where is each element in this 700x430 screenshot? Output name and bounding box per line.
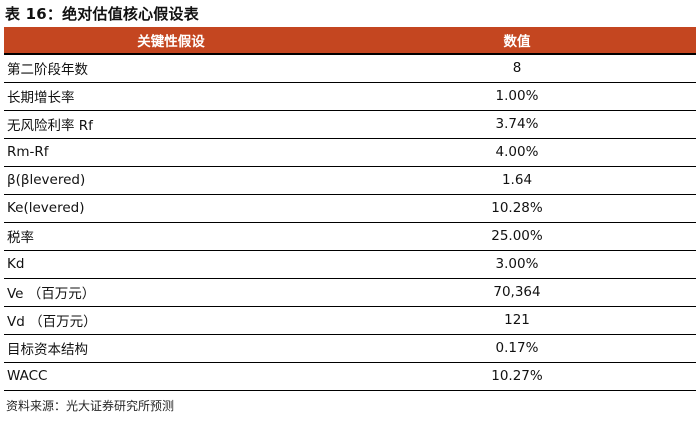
assumption-value: 10.27% xyxy=(338,362,696,391)
assumption-value: 3.74% xyxy=(338,110,696,139)
assumption-label: 无风险利率 Rf xyxy=(4,110,338,139)
table-header-row: 关键性假设 数值 xyxy=(4,27,696,55)
table-body: 第二阶段年数 8 长期增长率 1.00% 无风险利率 Rf 3.74% Rm-R… xyxy=(4,54,696,391)
assumption-label: WACC xyxy=(4,362,338,391)
table-row: Vd （百万元） 121 xyxy=(4,306,696,335)
assumption-value: 3.00% xyxy=(338,250,696,279)
column-header-assumption: 关键性假设 xyxy=(4,27,338,55)
assumption-value: 0.17% xyxy=(338,334,696,363)
assumption-value: 1.64 xyxy=(338,166,696,195)
assumption-label: 第二阶段年数 xyxy=(4,54,338,83)
table-row: β(βlevered) 1.64 xyxy=(4,166,696,195)
table-title: 表 16：绝对估值核心假设表 xyxy=(5,5,199,23)
table-row: Kd 3.00% xyxy=(4,250,696,279)
assumption-value: 70,364 xyxy=(338,278,696,307)
source-note: 资料来源：光大证券研究所预测 xyxy=(6,398,175,413)
table-row: 无风险利率 Rf 3.74% xyxy=(4,110,696,139)
assumption-value: 10.28% xyxy=(338,194,696,223)
assumption-label: 税率 xyxy=(4,222,338,251)
table-row: 长期增长率 1.00% xyxy=(4,82,696,111)
table-row: 税率 25.00% xyxy=(4,222,696,251)
table-row: Rm-Rf 4.00% xyxy=(4,138,696,167)
assumption-label: Kd xyxy=(4,250,338,279)
assumption-label: β(βlevered) xyxy=(4,166,338,195)
assumption-label: Vd （百万元） xyxy=(4,306,338,335)
assumption-value: 25.00% xyxy=(338,222,696,251)
column-header-value: 数值 xyxy=(338,27,696,55)
assumption-value: 8 xyxy=(338,54,696,83)
assumption-label: 目标资本结构 xyxy=(4,334,338,363)
table-row: 目标资本结构 0.17% xyxy=(4,334,696,363)
assumption-label: Ve （百万元） xyxy=(4,278,338,307)
assumption-label: Ke(levered) xyxy=(4,194,338,223)
table-row: Ke(levered) 10.28% xyxy=(4,194,696,223)
assumption-value: 4.00% xyxy=(338,138,696,167)
table-row: WACC 10.27% xyxy=(4,362,696,391)
table-row: 第二阶段年数 8 xyxy=(4,54,696,83)
assumption-value: 1.00% xyxy=(338,82,696,111)
assumption-label: 长期增长率 xyxy=(4,82,338,111)
assumption-value: 121 xyxy=(338,306,696,335)
table-row: Ve （百万元） 70,364 xyxy=(4,278,696,307)
assumptions-table: 关键性假设 数值 第二阶段年数 8 长期增长率 1.00% 无风险利率 Rf 3… xyxy=(4,27,696,391)
assumption-label: Rm-Rf xyxy=(4,138,338,167)
